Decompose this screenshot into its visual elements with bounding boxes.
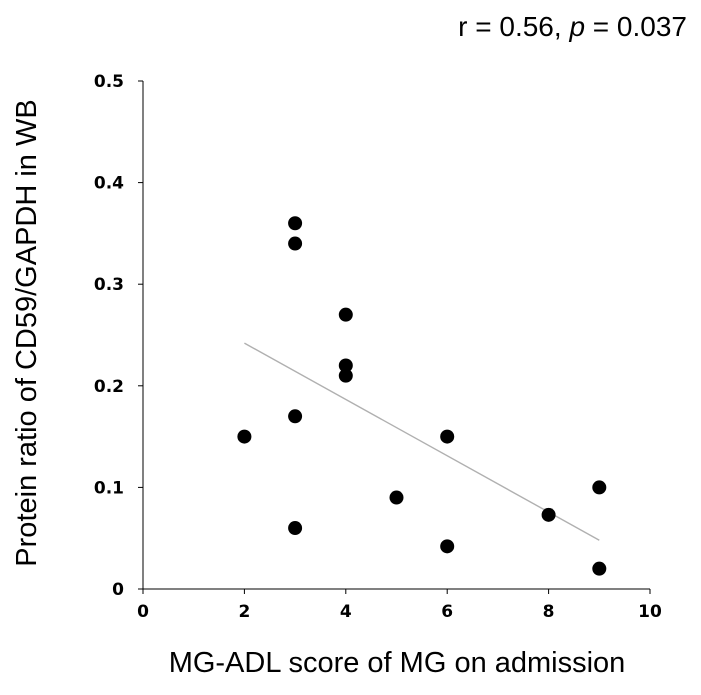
y-tick-label: 0 (112, 580, 124, 600)
p-value-text: = 0.037 (585, 11, 687, 42)
data-point (592, 561, 607, 576)
data-point (288, 521, 303, 536)
axes (142, 81, 650, 590)
x-ticks: 0 2 4 6 8 10 (137, 589, 662, 622)
x-tick-label: 0 (137, 602, 149, 622)
x-axis-title: MG-ADL score of MG on admission (169, 647, 626, 679)
x-tick-label: 6 (441, 602, 453, 622)
data-point (288, 236, 303, 251)
data-points (237, 216, 607, 576)
data-point (288, 216, 303, 231)
trendline-layer (244, 342, 600, 541)
y-axis-title: Protein ratio of CD59/GAPDH in WB (11, 99, 43, 566)
data-point (338, 358, 353, 373)
p-symbol: p (568, 11, 585, 42)
y-tick-label: 0.3 (94, 275, 124, 295)
correlation-annotation: r = 0.56, p = 0.037 (458, 11, 687, 42)
y-tick-label: 0.1 (94, 478, 124, 498)
y-tick-label: 0.2 (94, 377, 124, 397)
x-tick-label: 4 (340, 602, 352, 622)
data-point (440, 539, 455, 554)
data-point (541, 507, 556, 522)
data-point (237, 429, 252, 444)
data-point (338, 307, 353, 322)
x-tick-label: 10 (638, 602, 662, 622)
data-point (288, 409, 303, 424)
data-point (338, 368, 353, 383)
data-point (389, 490, 404, 505)
data-point (440, 429, 455, 444)
regression-line (244, 342, 600, 541)
y-tick-label: 0.5 (94, 72, 124, 92)
r-value-text: r = 0.56, (458, 11, 569, 42)
x-tick-label: 8 (543, 602, 555, 622)
y-ticks: 0 0.1 0.2 0.3 0.4 0.5 (94, 72, 143, 600)
data-point (592, 480, 607, 495)
y-tick-label: 0.4 (94, 174, 124, 194)
x-tick-label: 2 (238, 602, 250, 622)
